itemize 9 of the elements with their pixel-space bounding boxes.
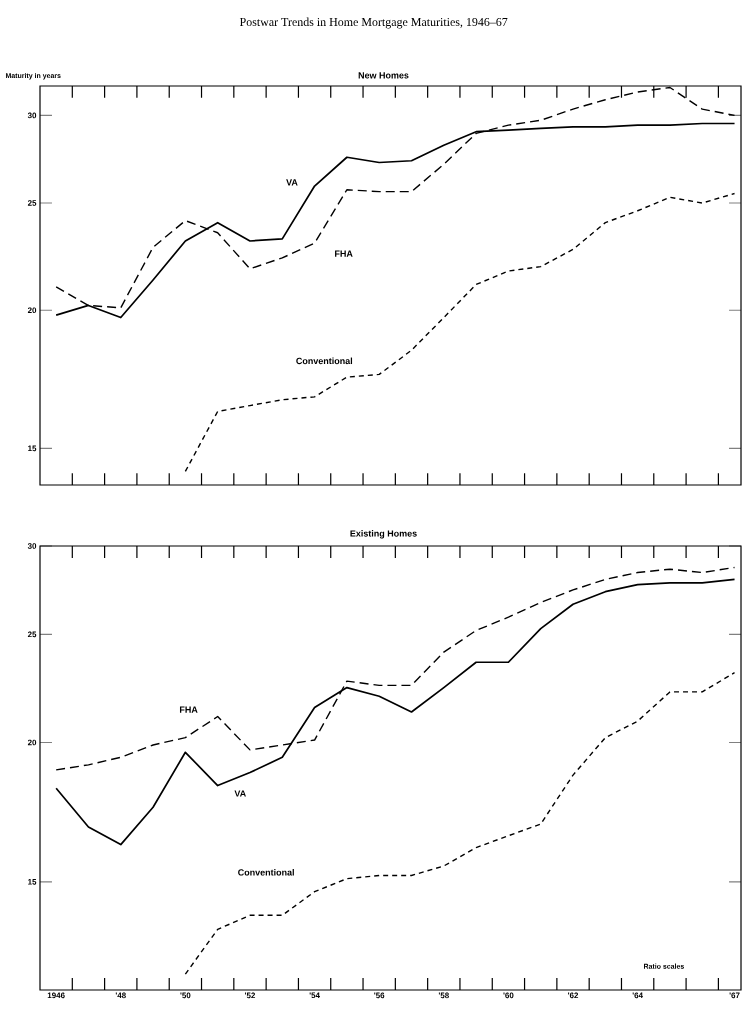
series-label: VA xyxy=(234,790,246,797)
text: FHA xyxy=(335,250,353,257)
chart-subtitle: New Homes xyxy=(358,72,409,79)
chart-title: Postwar Trends in Home Mortgage Maturities, 1946–67 xyxy=(239,17,508,29)
text: Conventional xyxy=(238,868,294,876)
series-label: Conventional xyxy=(296,357,353,365)
series-label: VA xyxy=(286,179,298,186)
chart-title: Existing Homes xyxy=(350,530,417,539)
series-label: FHA xyxy=(179,706,198,713)
